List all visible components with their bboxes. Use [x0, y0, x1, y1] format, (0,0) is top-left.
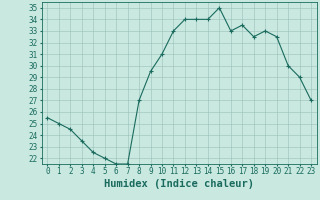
X-axis label: Humidex (Indice chaleur): Humidex (Indice chaleur) — [104, 179, 254, 189]
